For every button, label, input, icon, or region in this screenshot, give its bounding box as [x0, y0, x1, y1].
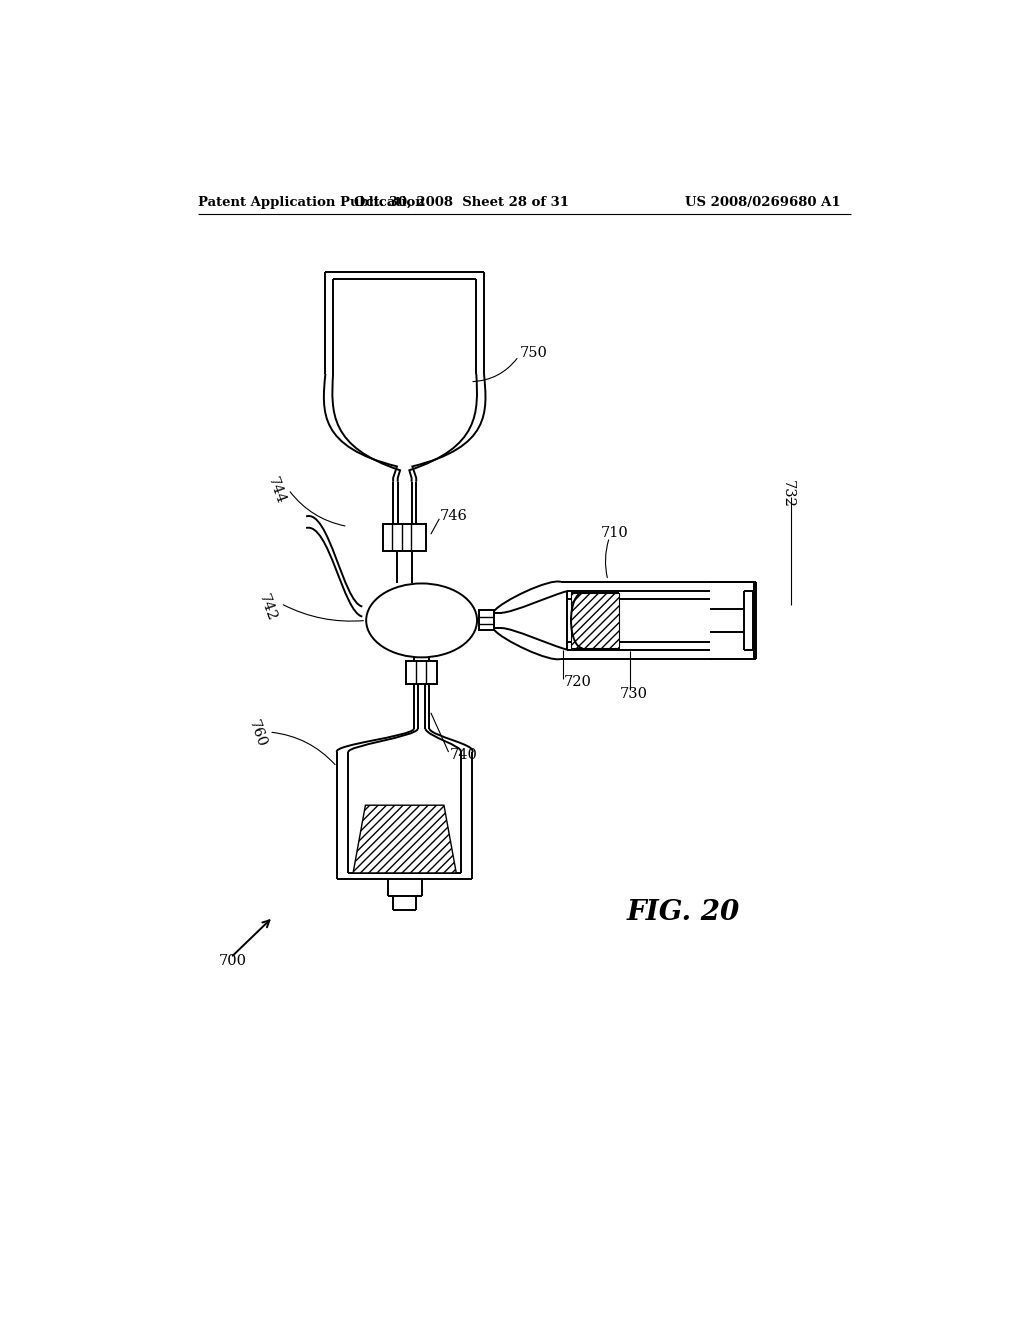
Text: 732: 732 — [780, 480, 795, 508]
Text: 740: 740 — [450, 748, 477, 762]
Text: 760: 760 — [246, 718, 268, 750]
Text: Oct. 30, 2008  Sheet 28 of 31: Oct. 30, 2008 Sheet 28 of 31 — [354, 195, 569, 209]
Text: 700: 700 — [219, 954, 247, 968]
Text: 710: 710 — [600, 527, 628, 540]
Polygon shape — [353, 805, 457, 873]
Text: 742: 742 — [256, 593, 280, 623]
Text: FIG. 20: FIG. 20 — [627, 899, 740, 927]
Text: US 2008/0269680 A1: US 2008/0269680 A1 — [685, 195, 841, 209]
Text: Patent Application Publication: Patent Application Publication — [199, 195, 425, 209]
Text: 720: 720 — [564, 675, 592, 689]
Text: 744: 744 — [265, 475, 288, 507]
Text: 746: 746 — [440, 508, 468, 523]
Ellipse shape — [367, 583, 477, 657]
Bar — [383, 524, 426, 552]
Text: 762: 762 — [374, 859, 401, 874]
Bar — [478, 610, 494, 631]
Bar — [407, 661, 437, 684]
Bar — [571, 593, 618, 648]
Text: 750: 750 — [519, 346, 547, 360]
Text: 730: 730 — [620, 686, 647, 701]
